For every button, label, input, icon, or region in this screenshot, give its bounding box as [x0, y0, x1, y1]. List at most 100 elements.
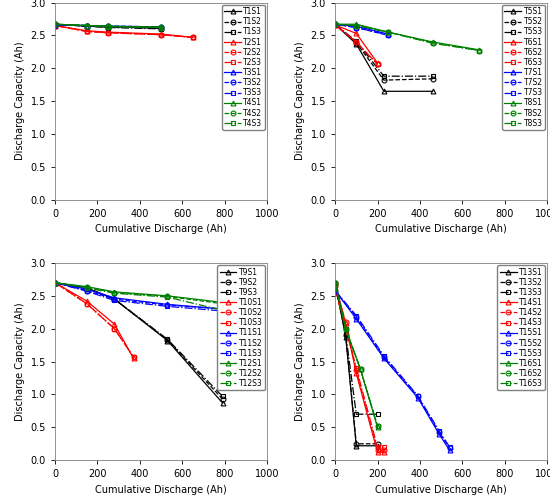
T14S1 [332, 280, 338, 286]
T7S1 [332, 21, 338, 27]
Line: T9S3: T9S3 [53, 280, 225, 399]
T5S3 [332, 21, 338, 27]
T10S2 [111, 326, 118, 332]
T14S2 [353, 367, 360, 373]
T6S3 [332, 22, 338, 28]
T9S1 [219, 400, 226, 406]
T8S1 [476, 47, 483, 53]
Line: T3S3: T3S3 [53, 23, 163, 30]
T2S1 [84, 28, 90, 34]
Line: T12S1: T12S1 [53, 280, 225, 305]
T2S1 [190, 34, 196, 40]
T9S3 [164, 336, 170, 342]
Line: T15S3: T15S3 [333, 288, 452, 450]
T8S2 [476, 47, 483, 53]
T5S2 [430, 76, 436, 82]
T6S1 [332, 22, 338, 28]
Line: T1S2: T1S2 [53, 22, 163, 31]
T16S3 [332, 280, 338, 286]
Y-axis label: Discharge Capacity (Ah): Discharge Capacity (Ah) [15, 42, 25, 160]
T9S1 [52, 280, 58, 286]
X-axis label: Cumulative Discharge (Ah): Cumulative Discharge (Ah) [95, 485, 227, 495]
T2S3 [52, 23, 58, 29]
Line: T11S3: T11S3 [53, 280, 225, 313]
T15S2 [436, 429, 442, 435]
T8S3 [332, 21, 338, 27]
Line: T2S1: T2S1 [53, 23, 195, 40]
T14S3 [353, 365, 360, 371]
T14S1 [374, 449, 381, 455]
T2S2 [52, 23, 58, 29]
T9S3 [52, 280, 58, 286]
T10S1 [84, 298, 90, 304]
T10S3 [130, 354, 137, 360]
Line: T13S3: T13S3 [333, 280, 380, 416]
T14S2 [374, 447, 381, 453]
T9S2 [52, 280, 58, 286]
T12S1 [111, 289, 118, 295]
T13S3 [374, 411, 381, 417]
Line: T13S1: T13S1 [333, 280, 380, 448]
T10S2 [84, 301, 90, 307]
T11S1 [52, 280, 58, 286]
Line: T10S3: T10S3 [53, 280, 136, 360]
T12S3 [164, 294, 170, 300]
T1S1 [104, 24, 111, 30]
T13S2 [353, 441, 360, 447]
T11S3 [111, 297, 118, 303]
T14S2 [332, 283, 338, 289]
T13S1 [343, 333, 349, 340]
T1S1 [158, 25, 164, 31]
T8S2 [430, 40, 436, 46]
Line: T15S2: T15S2 [333, 288, 452, 451]
T1S2 [158, 25, 164, 31]
T3S2 [84, 23, 90, 29]
Line: T7S1: T7S1 [333, 22, 390, 37]
T3S2 [158, 24, 164, 30]
T15S1 [381, 355, 387, 361]
T15S1 [353, 316, 360, 322]
T4S3 [158, 25, 164, 31]
T10S3 [52, 280, 58, 286]
T15S2 [332, 288, 338, 294]
T7S1 [353, 23, 360, 29]
T11S2 [111, 296, 118, 302]
T8S1 [332, 21, 338, 27]
T11S3 [84, 288, 90, 294]
Line: T11S2: T11S2 [53, 280, 225, 311]
Line: T8S1: T8S1 [333, 22, 482, 52]
Line: T15S1: T15S1 [333, 288, 452, 453]
T15S3 [353, 312, 360, 318]
T13S1 [353, 443, 360, 449]
T1S3 [158, 26, 164, 32]
Line: T8S3: T8S3 [333, 22, 482, 53]
T2S2 [158, 32, 164, 38]
T13S3 [332, 280, 338, 286]
T1S2 [52, 21, 58, 27]
Legend: T1S1, T1S2, T1S3, T2S1, T2S2, T2S3, T3S1, T3S2, T3S3, T4S1, T4S2, T4S3: T1S1, T1S2, T1S3, T2S1, T2S2, T2S3, T3S1… [222, 5, 265, 130]
Line: T12S3: T12S3 [53, 280, 225, 313]
T9S3 [84, 285, 90, 291]
Line: T4S1: T4S1 [53, 22, 163, 30]
T11S3 [219, 308, 226, 314]
Legend: T13S1, T13S2, T13S3, T14S1, T14S2, T14S3, T15S1, T15S2, T15S3, T16S1, T16S2, T16: T13S1, T13S2, T13S3, T14S1, T14S2, T14S3… [497, 265, 545, 390]
T16S2 [374, 423, 381, 429]
T15S1 [436, 431, 442, 437]
T14S1 [353, 370, 360, 376]
Line: T7S3: T7S3 [333, 22, 390, 37]
T5S1 [430, 89, 436, 95]
T15S2 [415, 393, 421, 399]
T10S3 [84, 301, 90, 307]
T4S2 [158, 24, 164, 30]
T12S1 [84, 284, 90, 290]
T16S1 [343, 326, 349, 332]
T15S1 [447, 447, 453, 453]
T10S3 [111, 326, 118, 332]
T14S1 [343, 320, 349, 326]
T5S1 [381, 89, 387, 95]
T3S3 [104, 24, 111, 30]
T2S3 [158, 32, 164, 38]
T3S1 [52, 22, 58, 28]
Line: T10S2: T10S2 [53, 280, 136, 360]
T2S3 [104, 30, 111, 36]
